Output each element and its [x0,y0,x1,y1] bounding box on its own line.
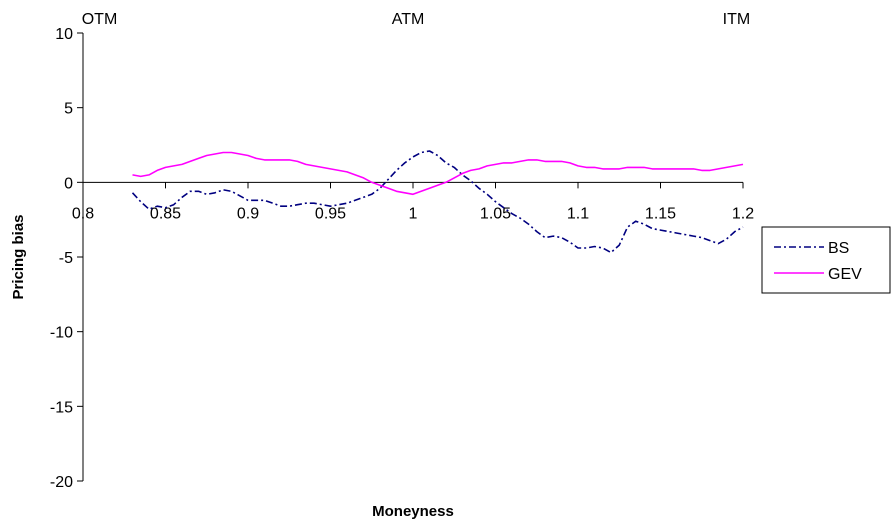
x-tick-label: 1.05 [480,205,511,222]
x-tick-label: 1.2 [732,205,754,222]
y-tick-label: -10 [50,325,73,342]
legend: BS GEV [761,226,891,294]
x-tick-label: 0.8 [72,205,94,222]
y-tick-label: 0 [64,175,73,192]
x-tick-label: 1.1 [567,205,589,222]
legend-label-bs: BS [828,240,849,257]
annotation-atm: ATM [392,11,425,28]
series-layer [131,150,744,254]
series-line-bs [131,150,744,254]
legend-label-gev: GEV [828,266,862,283]
y-axis-title: Pricing bias [10,214,27,299]
y-axis-ticks: 10 5 0 -5 -10 -15 -20 [50,26,83,491]
x-tick-label: 0.85 [150,205,181,222]
x-tick-label: 0.9 [237,205,259,222]
annotations: OTM ATM ITM [82,11,750,28]
y-tick-label: 10 [55,26,73,43]
x-axis-title: Moneyness [372,503,454,520]
x-axis-ticks: 0.8 0.85 0.9 0.95 1 1.05 1.1 1.15 1.2 [72,182,754,222]
legend-box [761,226,891,294]
x-tick-label: 1 [409,205,418,222]
y-tick-label: 5 [64,101,73,118]
series-line-gev [132,151,744,196]
y-tick-label: -15 [50,399,73,416]
y-tick-label: -20 [50,474,73,491]
annotation-itm: ITM [723,11,751,28]
y-tick-label: -5 [59,250,73,267]
x-tick-label: 0.95 [315,205,346,222]
annotation-otm: OTM [82,11,118,28]
x-tick-label: 1.15 [645,205,676,222]
